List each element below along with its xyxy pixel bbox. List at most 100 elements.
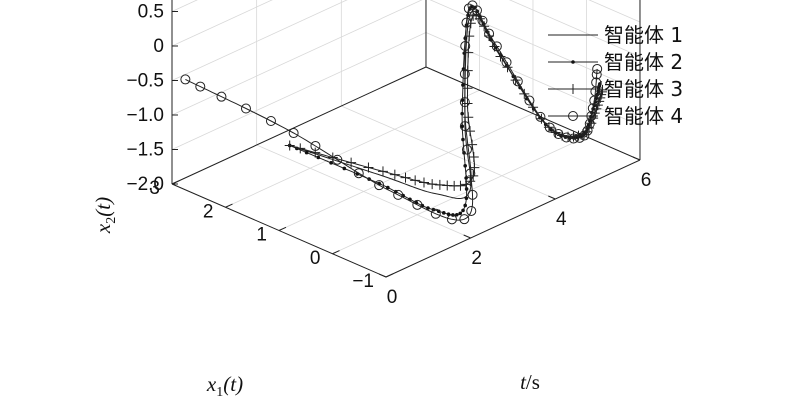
marker-plus (427, 179, 438, 190)
gridline (171, 32, 427, 150)
gridline (588, 0, 641, 23)
marker-dot (316, 155, 321, 160)
marker-circle (288, 128, 299, 139)
gridline (225, 89, 480, 208)
marker-plus (596, 89, 607, 100)
marker-dot (460, 124, 465, 129)
marker-circle (463, 3, 474, 14)
marker-circle (544, 122, 555, 133)
marker-circle (512, 76, 523, 87)
legend: 智能体 1 智能体 2 智能体 3 智能体 4 (548, 23, 683, 128)
axis-label-t: t/s (520, 370, 540, 394)
marker-dot (463, 164, 467, 168)
marker-plus (568, 131, 579, 142)
gridline (332, 136, 587, 255)
marker-circle (332, 154, 343, 165)
marker-circle (459, 121, 470, 132)
axis-edge (425, 66, 641, 161)
tick-label-x2: −2.0 (126, 174, 164, 195)
legend-label: 智能体 4 (604, 104, 683, 128)
marker-dot (460, 111, 464, 116)
marker-plus (467, 139, 478, 150)
marker-circle (459, 69, 470, 80)
marker-circle (459, 97, 470, 108)
axes-box (171, 0, 641, 278)
marker-circle (568, 111, 578, 121)
marker-circle (471, 5, 482, 16)
axis-label-x1: x1(t) (206, 372, 243, 400)
tick-label-x1: −1 (352, 271, 374, 292)
tick-mark (463, 234, 471, 239)
marker-dot (329, 161, 333, 165)
marker-plus (310, 147, 321, 158)
marker-plus (410, 175, 421, 186)
tick-label-x2: −1.0 (126, 105, 164, 126)
marker-circle (587, 103, 598, 114)
marker-plus (495, 51, 506, 62)
marker-plus (284, 140, 295, 151)
tick-label-x2: −1.5 (126, 140, 164, 161)
legend-label: 智能体 3 (604, 77, 683, 101)
marker-circle (310, 140, 321, 151)
marker-circle (568, 133, 579, 144)
legend-item-1: 智能体 1 (548, 23, 683, 47)
tick-mark (632, 156, 641, 161)
marker-circle (461, 17, 472, 28)
tick-label-x1: 1 (256, 225, 267, 246)
gridline (171, 0, 273, 47)
marker-plus (568, 84, 578, 94)
tick-label-t: 0 (387, 287, 398, 308)
marker-plus (377, 166, 388, 177)
tick-label-x1: 0 (310, 248, 321, 269)
series-line (289, 6, 601, 216)
marker-dot (455, 213, 459, 217)
marker-circle (240, 103, 251, 114)
axis-edge (171, 66, 427, 185)
marker-circle (466, 205, 477, 216)
marker-circle (412, 199, 423, 210)
series-layer (180, 0, 608, 225)
marker-circle (467, 189, 478, 200)
tick-mark (171, 180, 180, 185)
series-4 (180, 0, 603, 225)
marker-circle (465, 168, 476, 179)
marker-dot (426, 206, 430, 210)
gridline (278, 113, 534, 231)
marker-plus (418, 177, 429, 188)
marker-plus (519, 88, 530, 99)
tick-mark (332, 250, 340, 255)
gridline (171, 0, 198, 12)
marker-circle (477, 15, 488, 26)
marker-dot (571, 60, 575, 64)
tick-label-t: 4 (556, 209, 567, 230)
legend-label: 智能体 1 (604, 23, 683, 47)
marker-dot (463, 203, 467, 208)
marker-dot (386, 185, 390, 190)
marker-circle (501, 57, 512, 68)
marker-dot (461, 83, 465, 87)
marker-circle (460, 41, 471, 52)
marker-circle (430, 208, 441, 219)
marker-circle (574, 132, 585, 143)
marker-dot (458, 211, 463, 216)
marker-circle (579, 130, 590, 141)
marker-circle (592, 63, 603, 74)
legend-item-2: 智能体 2 (548, 50, 683, 74)
axis-label-x2: x2(t) (91, 197, 119, 234)
marker-dot (464, 196, 469, 201)
marker-circle (582, 125, 593, 136)
tick-mark (378, 273, 387, 278)
marker-plus (346, 157, 357, 168)
legend-item-4: 智能体 4 (548, 104, 683, 128)
marker-circle (561, 132, 572, 143)
tick-mark (548, 195, 556, 200)
marker-dot (342, 166, 347, 171)
tick-label-t: 2 (471, 248, 482, 269)
marker-circle (591, 69, 602, 80)
tick-label-x2: 0 (153, 36, 164, 57)
tick-label-x2: 0.5 (138, 2, 164, 23)
tick-label-x1: 3 (149, 178, 160, 199)
marker-circle (461, 144, 472, 155)
